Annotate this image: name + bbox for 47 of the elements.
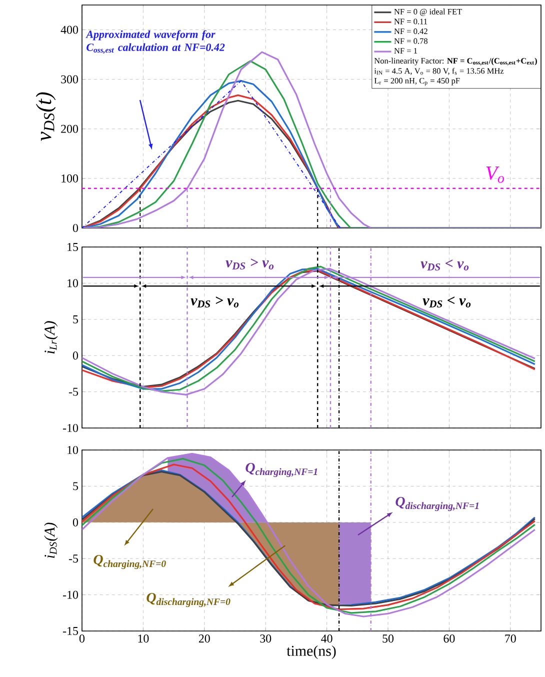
annotation: L$_{r}$ = 200 nH, C$_{p}$ = 450 pF xyxy=(374,78,460,86)
y-tick-label: -15 xyxy=(62,626,78,635)
y-tick-label: -10 xyxy=(62,590,78,599)
y-tick-label: 0 xyxy=(72,518,78,526)
y-axis-title: v$_{DS}$(t) xyxy=(36,92,56,142)
legend-label: NF = 0.78 xyxy=(394,38,428,44)
annotation: v$_{DS}$ < v$_{o}$ xyxy=(422,296,471,308)
x-tick-label: 40 xyxy=(321,634,332,643)
annotation: v$_{DS}$ > v$_{o}$ xyxy=(226,258,274,270)
y-axis-title: i$_{DS}$(A) xyxy=(44,522,58,558)
annotation: v$_{DS}$ < v$_{o}$ xyxy=(420,260,469,270)
y-tick-label: 10 xyxy=(68,279,78,288)
y-tick-label: 0 xyxy=(72,224,78,232)
x-tick-label: 70 xyxy=(505,634,516,643)
annotation: Approximated waveform for C$_{oss,est}$ calculation at NF=0.42 xyxy=(86,30,225,54)
annotation: $\text{\bfseries\itshape Q}_{\text{\bfseries\itshape charging,NF=1}}$ xyxy=(246,462,318,478)
legend-label: NF = 1 xyxy=(394,48,417,54)
annotation: $\text{\bfseries\itshape Q}_{\text{\bfseries\itshape discharging,NF=1}}$ xyxy=(396,496,478,512)
y-tick-label: 0 xyxy=(72,352,78,360)
y-tick-label: 5 xyxy=(73,482,78,490)
legend-label: NF = 0 @ ideal FET xyxy=(394,8,462,16)
y-axis-title: i$_{Lr}$(A) xyxy=(44,321,58,354)
legend-label: NF = 0.42 xyxy=(394,28,428,34)
annotation: i$_{IN}$ = 4.5 A, V$_{o}$ = 80 V, f$_{s}$ = 13.56 MHz xyxy=(374,68,504,75)
x-tick-label: 30 xyxy=(260,634,272,643)
y-tick-label: -5 xyxy=(68,554,78,563)
y-tick-label: -10 xyxy=(62,424,78,432)
x-tick-label: 10 xyxy=(138,634,149,643)
ref-line-label: V$_{o}$ xyxy=(486,166,504,183)
annotation: $\text{\bfseries\itshape Q}_{\text{\bfseries\itshape charging,NF=0}}$ xyxy=(94,554,166,570)
legend-label: NF = 0.11 xyxy=(394,18,428,24)
annotation: $\text{\bfseries\itshape Q}_{\text{\bfseries\itshape discharging,NF=0}}$ xyxy=(146,592,230,608)
y-tick-label: 100 xyxy=(62,174,78,182)
y-tick-label: 200 xyxy=(61,124,78,133)
y-tick-label: 15 xyxy=(68,242,78,251)
x-axis-title: time(ns) xyxy=(286,645,336,659)
y-tick-label: 400 xyxy=(60,26,78,34)
x-tick-label: 50 xyxy=(382,634,394,643)
y-tick-label: -5 xyxy=(68,388,78,396)
annotation: v$_{DS}$ > v$_{o}$ xyxy=(190,296,239,308)
x-tick-label: 60 xyxy=(444,634,455,643)
x-tick-label: 20 xyxy=(198,634,210,643)
y-tick-label: 5 xyxy=(73,315,78,324)
y-tick-label: 300 xyxy=(61,75,78,84)
y-tick-label: 10 xyxy=(68,446,78,454)
x-tick-label: 0 xyxy=(79,634,85,643)
text: Non-linearity Factor: NF = C$_{oss,est}$/(C$_{oss,est}$+C$_{ext}$) xyxy=(374,58,537,66)
